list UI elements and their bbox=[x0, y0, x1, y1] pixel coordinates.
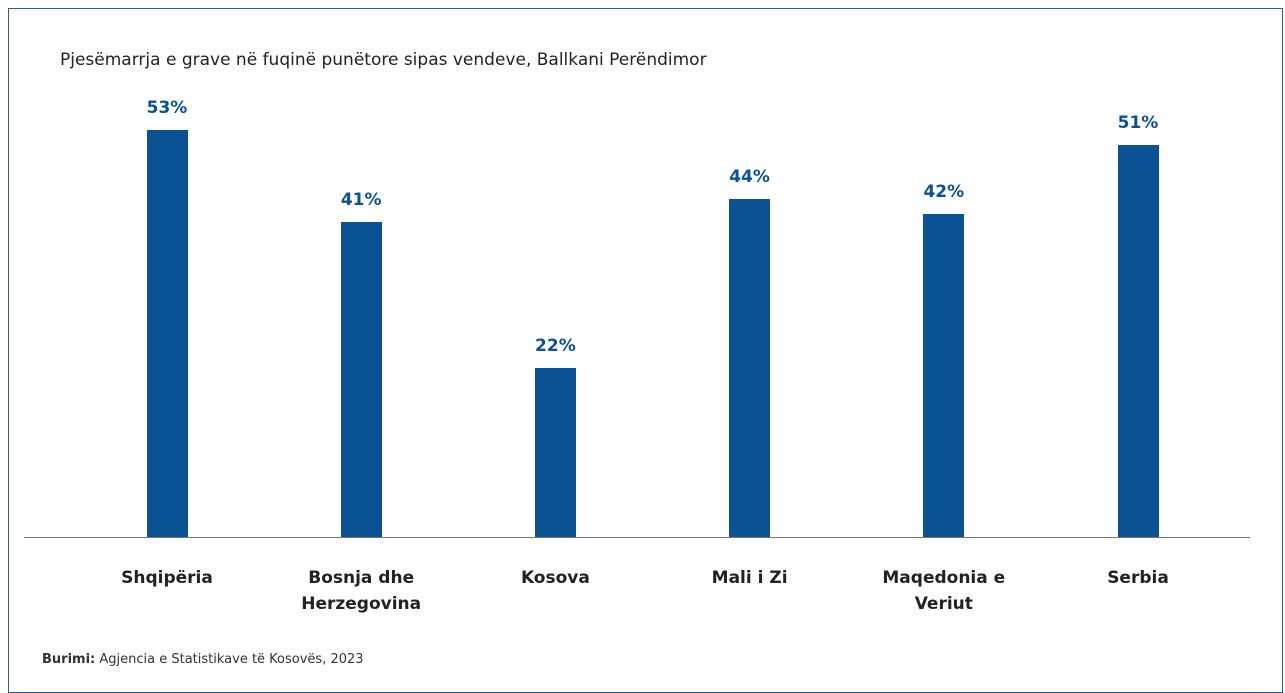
chart-title: Pjesëmarrja e grave në fuqinë punëtore s… bbox=[60, 50, 707, 70]
value-label: 53% bbox=[146, 97, 188, 118]
x-tick-label: Shqipëria bbox=[121, 568, 213, 588]
value-label: 41% bbox=[340, 190, 382, 211]
source-label: Burimi: bbox=[42, 652, 96, 667]
value-label: 44% bbox=[729, 167, 770, 188]
x-tick-label: Maqedonia e Veriut bbox=[882, 568, 1006, 614]
source: Burimi: Agjencia e Statistikave të Kosov… bbox=[42, 652, 364, 667]
bar bbox=[146, 129, 188, 537]
value-label: 22% bbox=[535, 336, 576, 357]
x-tick-label: Kosova bbox=[520, 568, 590, 588]
bar bbox=[534, 368, 576, 537]
source-text: Agjencia e Statistikave të Kosovës, 2023 bbox=[99, 652, 364, 667]
x-tick-label: Mali i Zi bbox=[711, 568, 788, 588]
x-tick-label: Bosnja dhe Herzegovina bbox=[301, 568, 422, 614]
value-label: 42% bbox=[923, 182, 965, 203]
baseline bbox=[24, 537, 1250, 538]
value-label: 51% bbox=[1117, 113, 1159, 134]
bar bbox=[729, 199, 771, 537]
bar bbox=[1117, 145, 1159, 537]
bar bbox=[923, 214, 965, 537]
bar bbox=[340, 222, 382, 537]
x-tick-label: Serbia bbox=[1107, 568, 1169, 588]
